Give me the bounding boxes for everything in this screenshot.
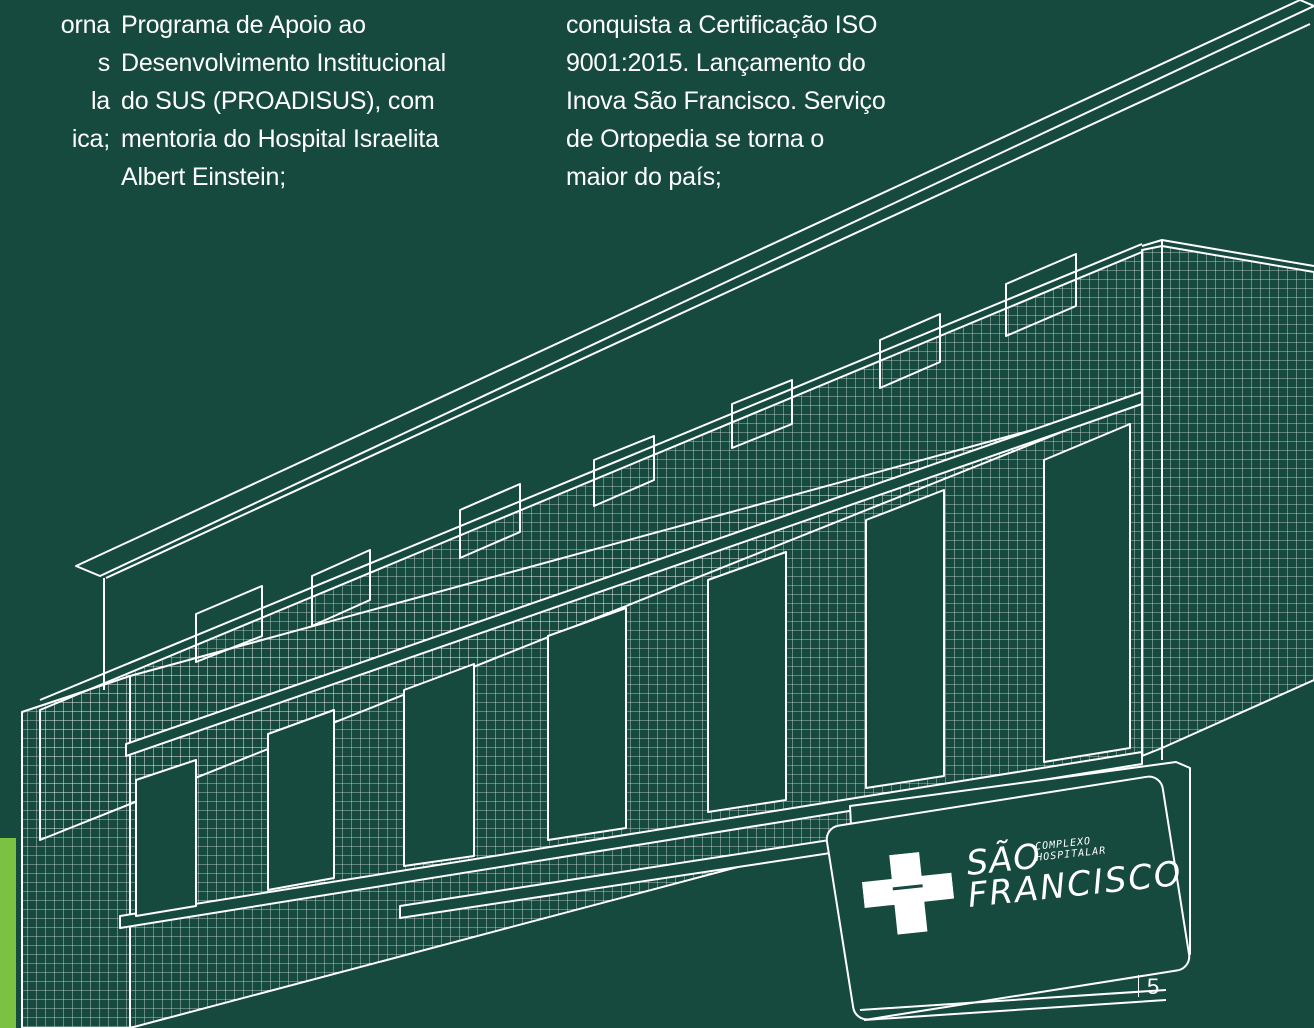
roof-underline (105, 23, 1311, 579)
window (865, 489, 945, 789)
timeline-text-iso: conquista a Certificação ISO 9001:2015. … (566, 11, 886, 191)
hospital-logo: SÃO COMPLEXO HOSPITALAR FRANCISCO (859, 822, 1185, 952)
page-number: 5 (1138, 974, 1159, 1000)
green-accent-bar (0, 838, 16, 1028)
side-tile-wall (1141, 245, 1314, 757)
window (1043, 423, 1131, 763)
timeline-text-fragment: orna s la ica; (60, 11, 110, 153)
window (403, 663, 475, 867)
window (707, 551, 787, 813)
logo-text-complexo: COMPLEXO HOSPITALAR (1034, 835, 1107, 864)
medical-cross-icon (861, 851, 955, 935)
lower-tile-wall (21, 675, 131, 1028)
page-number-value: 5 (1147, 974, 1160, 999)
timeline-text-proadisus: Programa de Apoio ao Desenvolvimento Ins… (121, 11, 446, 191)
window (267, 709, 335, 891)
window (135, 759, 197, 917)
window (547, 607, 627, 841)
sign-board (825, 775, 1191, 1021)
roof-ledge (75, 0, 1314, 577)
